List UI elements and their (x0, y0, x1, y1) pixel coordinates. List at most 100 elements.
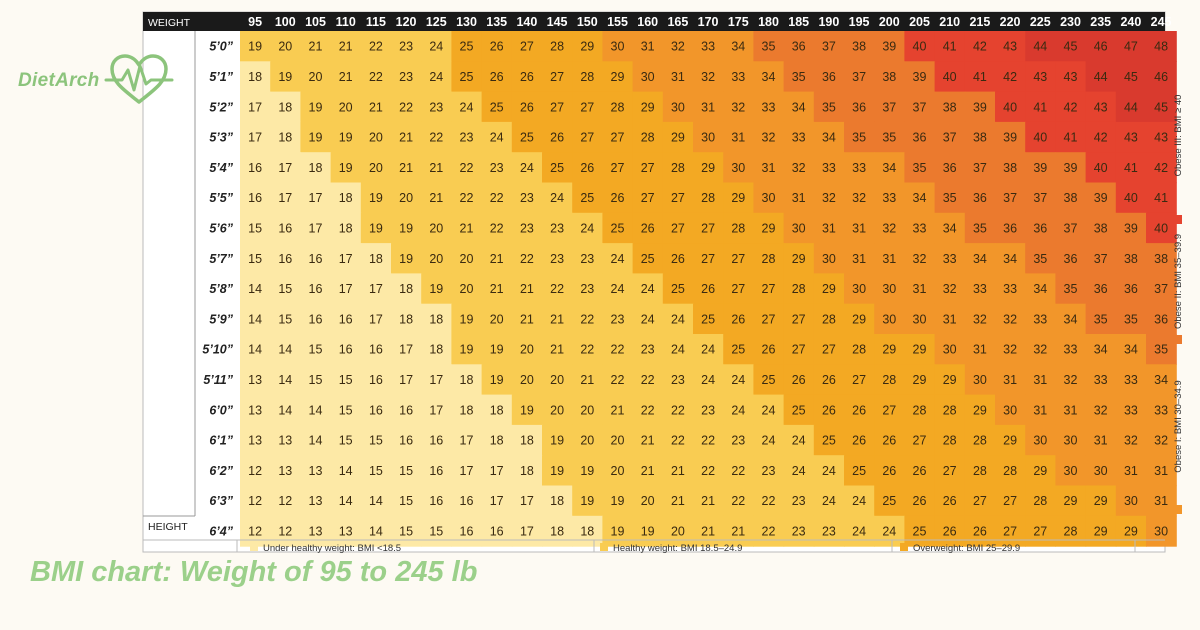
bmi-cell (300, 273, 332, 305)
bmi-cell (481, 364, 513, 396)
bmi-value: 35 (1154, 343, 1168, 357)
bmi-value: 34 (1094, 343, 1108, 357)
bmi-value: 27 (913, 434, 927, 448)
bmi-cell (1085, 182, 1117, 214)
bmi-cell (1085, 424, 1117, 456)
bmi-value: 12 (278, 494, 292, 508)
bmi-cell (300, 121, 332, 153)
bmi-cell (330, 182, 362, 214)
bmi-cell (723, 515, 754, 547)
bmi-value: 41 (1124, 161, 1138, 175)
bmi-cell (632, 152, 664, 184)
bmi-value: 45 (1154, 100, 1168, 114)
bmi-cell (1115, 61, 1147, 93)
height-tick-label: 6’0” (209, 403, 233, 417)
bmi-value: 40 (943, 70, 957, 84)
bmi-cell (783, 31, 815, 62)
bmi-cell (1146, 243, 1177, 274)
bmi-cell (542, 121, 573, 153)
bmi-cell (632, 273, 664, 305)
bmi-cell (1055, 303, 1087, 335)
bmi-value: 30 (1003, 403, 1017, 417)
bmi-value: 33 (1154, 403, 1168, 417)
bmi-cell (632, 515, 664, 547)
bmi-cell (995, 485, 1026, 517)
bmi-cell (542, 394, 573, 426)
bmi-value: 16 (460, 494, 474, 508)
bmi-value: 36 (1003, 221, 1017, 235)
bmi-value: 34 (1033, 282, 1047, 296)
brand-logo[interactable]: DietArch (8, 28, 174, 104)
bmi-value: 17 (399, 373, 413, 387)
bmi-value: 32 (822, 191, 836, 205)
weight-tick-label: 200 (879, 15, 900, 29)
bmi-value: 26 (671, 252, 685, 266)
bmi-cell (1055, 182, 1087, 214)
bmi-cell (300, 515, 332, 547)
bmi-cell (391, 303, 422, 335)
bmi-cell (240, 121, 271, 153)
bmi-cell (270, 303, 301, 335)
bmi-value: 26 (611, 191, 625, 205)
bmi-cell (300, 61, 332, 93)
bmi-cell (240, 31, 271, 62)
bmi-cell (300, 485, 332, 517)
bmi-cell (1146, 91, 1177, 123)
bmi-value: 28 (580, 70, 594, 84)
bmi-cell (964, 31, 996, 62)
bmi-cell (813, 152, 845, 184)
bmi-cell (1025, 61, 1056, 93)
bmi-value: 21 (611, 403, 625, 417)
bmi-cell (693, 455, 724, 487)
bmi-value: 21 (731, 524, 745, 538)
bmi-value: 28 (731, 221, 745, 235)
bmi-value: 22 (550, 282, 564, 296)
bmi-value: 26 (943, 524, 957, 538)
bmi-cell (1055, 121, 1087, 153)
bmi-value: 32 (731, 100, 745, 114)
bmi-cell (723, 61, 754, 93)
bmi-cell (1115, 455, 1147, 487)
bmi-value: 16 (460, 524, 474, 538)
bmi-value: 31 (973, 343, 987, 357)
bmi-cell (360, 61, 392, 93)
bmi-value: 29 (852, 312, 866, 326)
bmi-cell (481, 182, 513, 214)
bmi-cell (602, 182, 634, 214)
bmi-cell (904, 212, 936, 244)
bmi-cell (874, 182, 905, 214)
weight-tick-label: 125 (426, 15, 447, 29)
bmi-value: 26 (550, 131, 564, 145)
bmi-cell (391, 182, 422, 214)
height-tick-label: 6’3” (209, 494, 233, 508)
bmi-value: 15 (248, 252, 262, 266)
bmi-value: 14 (369, 524, 383, 538)
bmi-value: 19 (339, 161, 353, 175)
bmi-value: 31 (792, 191, 806, 205)
bmi-cell (1025, 91, 1056, 123)
bmi-value: 24 (671, 343, 685, 357)
bmi-cell (330, 152, 362, 184)
bmi-cell (1115, 243, 1147, 274)
bmi-value: 38 (943, 100, 957, 114)
bmi-value: 31 (1124, 464, 1138, 478)
bmi-cell (995, 121, 1026, 153)
bmi-value: 19 (490, 343, 504, 357)
bmi-value: 21 (429, 161, 443, 175)
bmi-value: 23 (580, 252, 594, 266)
bmi-value: 33 (701, 40, 715, 54)
bmi-value: 28 (792, 282, 806, 296)
bmi-cell (542, 455, 573, 487)
bmi-value: 25 (913, 524, 927, 538)
bmi-cell (330, 303, 362, 335)
bmi-value: 25 (792, 403, 806, 417)
bmi-cell (270, 121, 301, 153)
bmi-value: 42 (973, 40, 987, 54)
bmi-value: 17 (339, 252, 353, 266)
bmi-cell (602, 455, 634, 487)
bmi-value: 29 (882, 343, 896, 357)
bmi-cell (481, 152, 513, 184)
weight-tick-label: 185 (788, 15, 809, 29)
bmi-cell (964, 243, 996, 274)
bmi-value: 33 (1064, 343, 1078, 357)
